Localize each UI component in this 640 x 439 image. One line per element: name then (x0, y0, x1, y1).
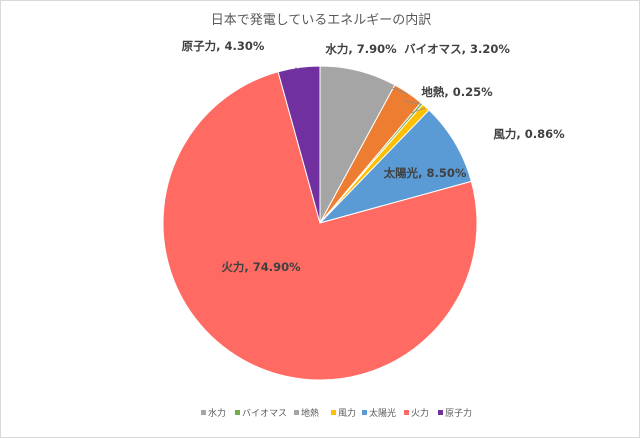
legend-item: バイオマス (235, 408, 287, 419)
legend-swatch (331, 410, 336, 415)
data-label: バイオマス, 3.20% (404, 42, 510, 56)
legend-swatch (362, 410, 367, 415)
legend-swatch (235, 410, 240, 415)
pie-slices (163, 66, 477, 380)
data-label: 水力, 7.90% (325, 42, 397, 56)
legend-label: 地熱 (301, 407, 319, 419)
legend-label: 水力 (208, 407, 226, 419)
legend-swatch (404, 410, 409, 415)
chart-title: 日本で発電しているエネルギーの内訳 (211, 12, 432, 28)
legend-label: 火力 (411, 407, 429, 419)
legend-item: 水力 (201, 407, 226, 419)
data-label: 火力, 74.90% (221, 260, 301, 274)
legend-label: 風力 (338, 407, 356, 419)
data-label: 太陽光, 8.50% (383, 166, 467, 180)
legend-item: 地熱 (294, 407, 319, 419)
data-label: 風力, 0.86% (493, 127, 565, 141)
legend-item: 太陽光 (362, 407, 396, 419)
legend-item: 原子力 (438, 407, 472, 419)
legend-item: 火力 (404, 407, 429, 419)
data-label: 地熱, 0.25% (421, 85, 493, 99)
legend-swatch (438, 410, 443, 415)
legend-label: 原子力 (445, 407, 472, 419)
legend-item: 風力 (331, 407, 356, 419)
legend: 水力 バイオマス 地熱 風力 太陽光 火力 原子力 (201, 407, 472, 419)
legend-label: バイオマス (242, 408, 287, 419)
data-label: 原子力, 4.30% (182, 39, 265, 53)
legend-label: 太陽光 (369, 407, 396, 419)
legend-swatch (201, 410, 206, 415)
legend-swatch (294, 410, 299, 415)
